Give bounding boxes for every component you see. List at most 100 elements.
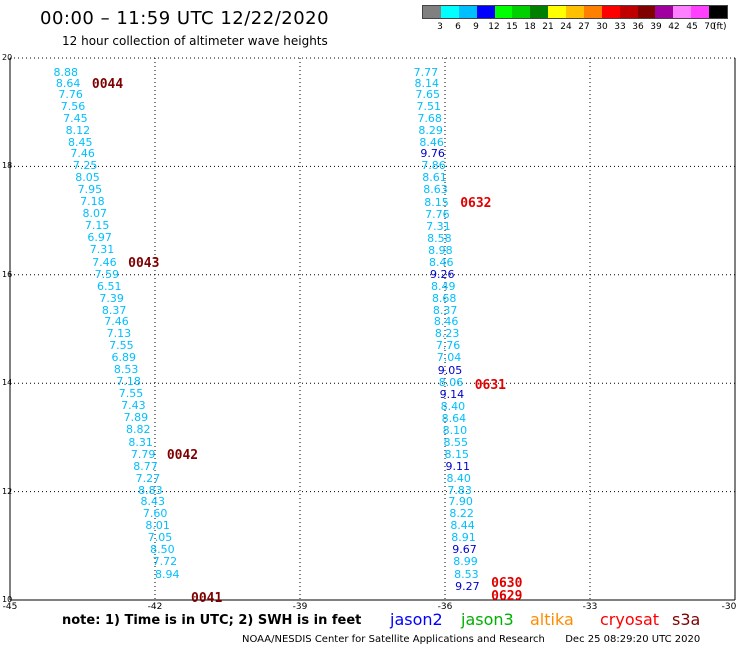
wave-height-value: 8.61 [422,171,447,185]
wave-height-value: 7.18 [80,195,105,209]
wave-height-value: 7.31 [426,220,451,234]
wave-height-value: 8.05 [75,171,100,185]
pass-time-label: 0631 [474,377,507,393]
wave-height-value: 8.01 [145,519,170,533]
color-swatch [458,6,477,18]
wave-height-value: 8.46 [433,315,459,329]
wave-height-value: 8.82 [126,422,151,436]
color-swatch [476,6,495,18]
color-scale-tick: 70 [704,22,716,32]
satellite-name-s3a: s3a [672,610,701,629]
wave-height-value: 8.40 [440,400,466,414]
latitude-label: 14 [2,378,13,388]
color-scale-unit: (ft) [713,22,727,32]
pass-time-label: 0632 [460,196,492,212]
wave-height-value: 7.15 [84,219,110,233]
latitude-label: 16 [2,269,13,279]
color-swatch [709,6,727,18]
color-scale-tick: 21 [542,22,554,32]
wave-height-value: 7.25 [72,159,98,173]
wave-height-value: 9.27 [455,579,480,593]
color-scale-tick: 45 [686,22,698,32]
wave-height-value: 8.46 [429,255,454,269]
pass-time-label: 0041 [191,590,223,606]
satellite-name-jason3: jason3 [461,610,514,629]
color-swatch [530,6,549,18]
color-swatch [583,6,602,18]
wave-height-value: 8.23 [434,327,460,341]
wave-height-value: 9.26 [430,267,455,281]
wave-height-value: 7.77 [413,66,439,80]
longitude-label: -33 [582,602,598,612]
latitude-label: 12 [2,486,13,496]
wave-height-value: 7.45 [63,111,88,125]
wave-height-value: 7.56 [60,99,86,113]
wave-height-value: 8.15 [444,447,470,461]
color-scale-tick: 15 [506,22,518,32]
color-swatch [548,6,566,18]
wave-height-value: 7.51 [416,99,441,113]
color-swatch [601,6,620,18]
pass-time-label: 0630 [491,575,523,591]
longitude-label: -39 [292,602,308,612]
wave-height-value: 8.12 [65,123,91,137]
pass-time-label: 0044 [91,77,124,93]
color-swatch [423,6,441,18]
wave-height-value: 9.67 [452,543,477,557]
wave-height-value: 7.46 [92,255,117,269]
footer-timestamp: Dec 25 08:29:20 UTC 2020 [565,634,701,645]
longitude-label: -30 [721,602,737,612]
wave-height-value: 8.94 [155,568,180,582]
color-swatch [691,6,709,18]
satellite-name-altika: altika [530,610,574,629]
wave-height-value: 7.90 [448,495,473,509]
color-swatch [637,6,656,18]
satellite-name-jason2: jason2 [390,610,443,629]
color-scale-tick: 12 [488,22,500,32]
color-scale-tick: 24 [560,22,572,32]
wave-height-value: 8.49 [430,279,456,293]
wave-height-value: 8.55 [443,435,469,449]
wave-height-value: 7.65 [415,87,441,101]
color-swatch [655,6,674,18]
wave-height-value: 7.79 [130,447,156,461]
color-scale-tick: 30 [596,22,608,32]
wave-height-value: 6.97 [87,230,112,244]
wave-height-value: 8.07 [82,207,108,221]
color-scale-tick: 42 [668,22,680,32]
color-swatch [494,6,513,18]
wave-height-value: 7.86 [421,159,446,173]
wave-height-value: 8.68 [431,291,457,305]
footnote: note: 1) Time is in UTC; 2) SWH is in fe… [62,613,362,628]
satellite-name-cryosat: cryosat [600,610,660,629]
wave-height-value: 8.46 [419,135,444,149]
wave-height-value: 8.31 [128,435,153,449]
wave-height-value: 8.53 [454,568,479,582]
color-swatch [512,6,531,18]
color-scale-tick: 18 [524,22,536,32]
wave-height-value: 7.46 [104,315,129,329]
wave-height-value: 7.13 [106,327,132,341]
wave-height-value: 7.39 [99,291,124,305]
wave-height-value: 7.76 [425,208,450,222]
latitude-label: 18 [2,161,13,171]
wave-height-value: 7.05 [147,531,173,545]
page-title: 00:00 – 11:59 UTC 12/22/2020 [40,8,330,29]
wave-height-value: 8.64 [55,77,81,91]
wave-height-value: 7.60 [142,507,168,521]
wave-height-value: 8.45 [68,135,93,149]
wave-height-value: 8.63 [423,183,448,197]
wave-height-value: 8.98 [428,243,453,257]
color-scale-tick: 39 [650,22,662,32]
longitude-label: -42 [147,602,163,612]
latitude-label: 20 [2,53,13,62]
pass-time-label: 0042 [166,448,199,464]
pass-time-label: 0043 [128,255,160,271]
page-subtitle: 12 hour collection of altimeter wave hei… [62,34,328,48]
color-scale-tick: 36 [632,22,644,32]
color-scale-tick: 27 [578,22,590,32]
wave-height-value: 8.10 [442,423,468,437]
wave-height-value: 7.76 [435,339,461,353]
wave-height-value: 8.99 [453,555,478,569]
